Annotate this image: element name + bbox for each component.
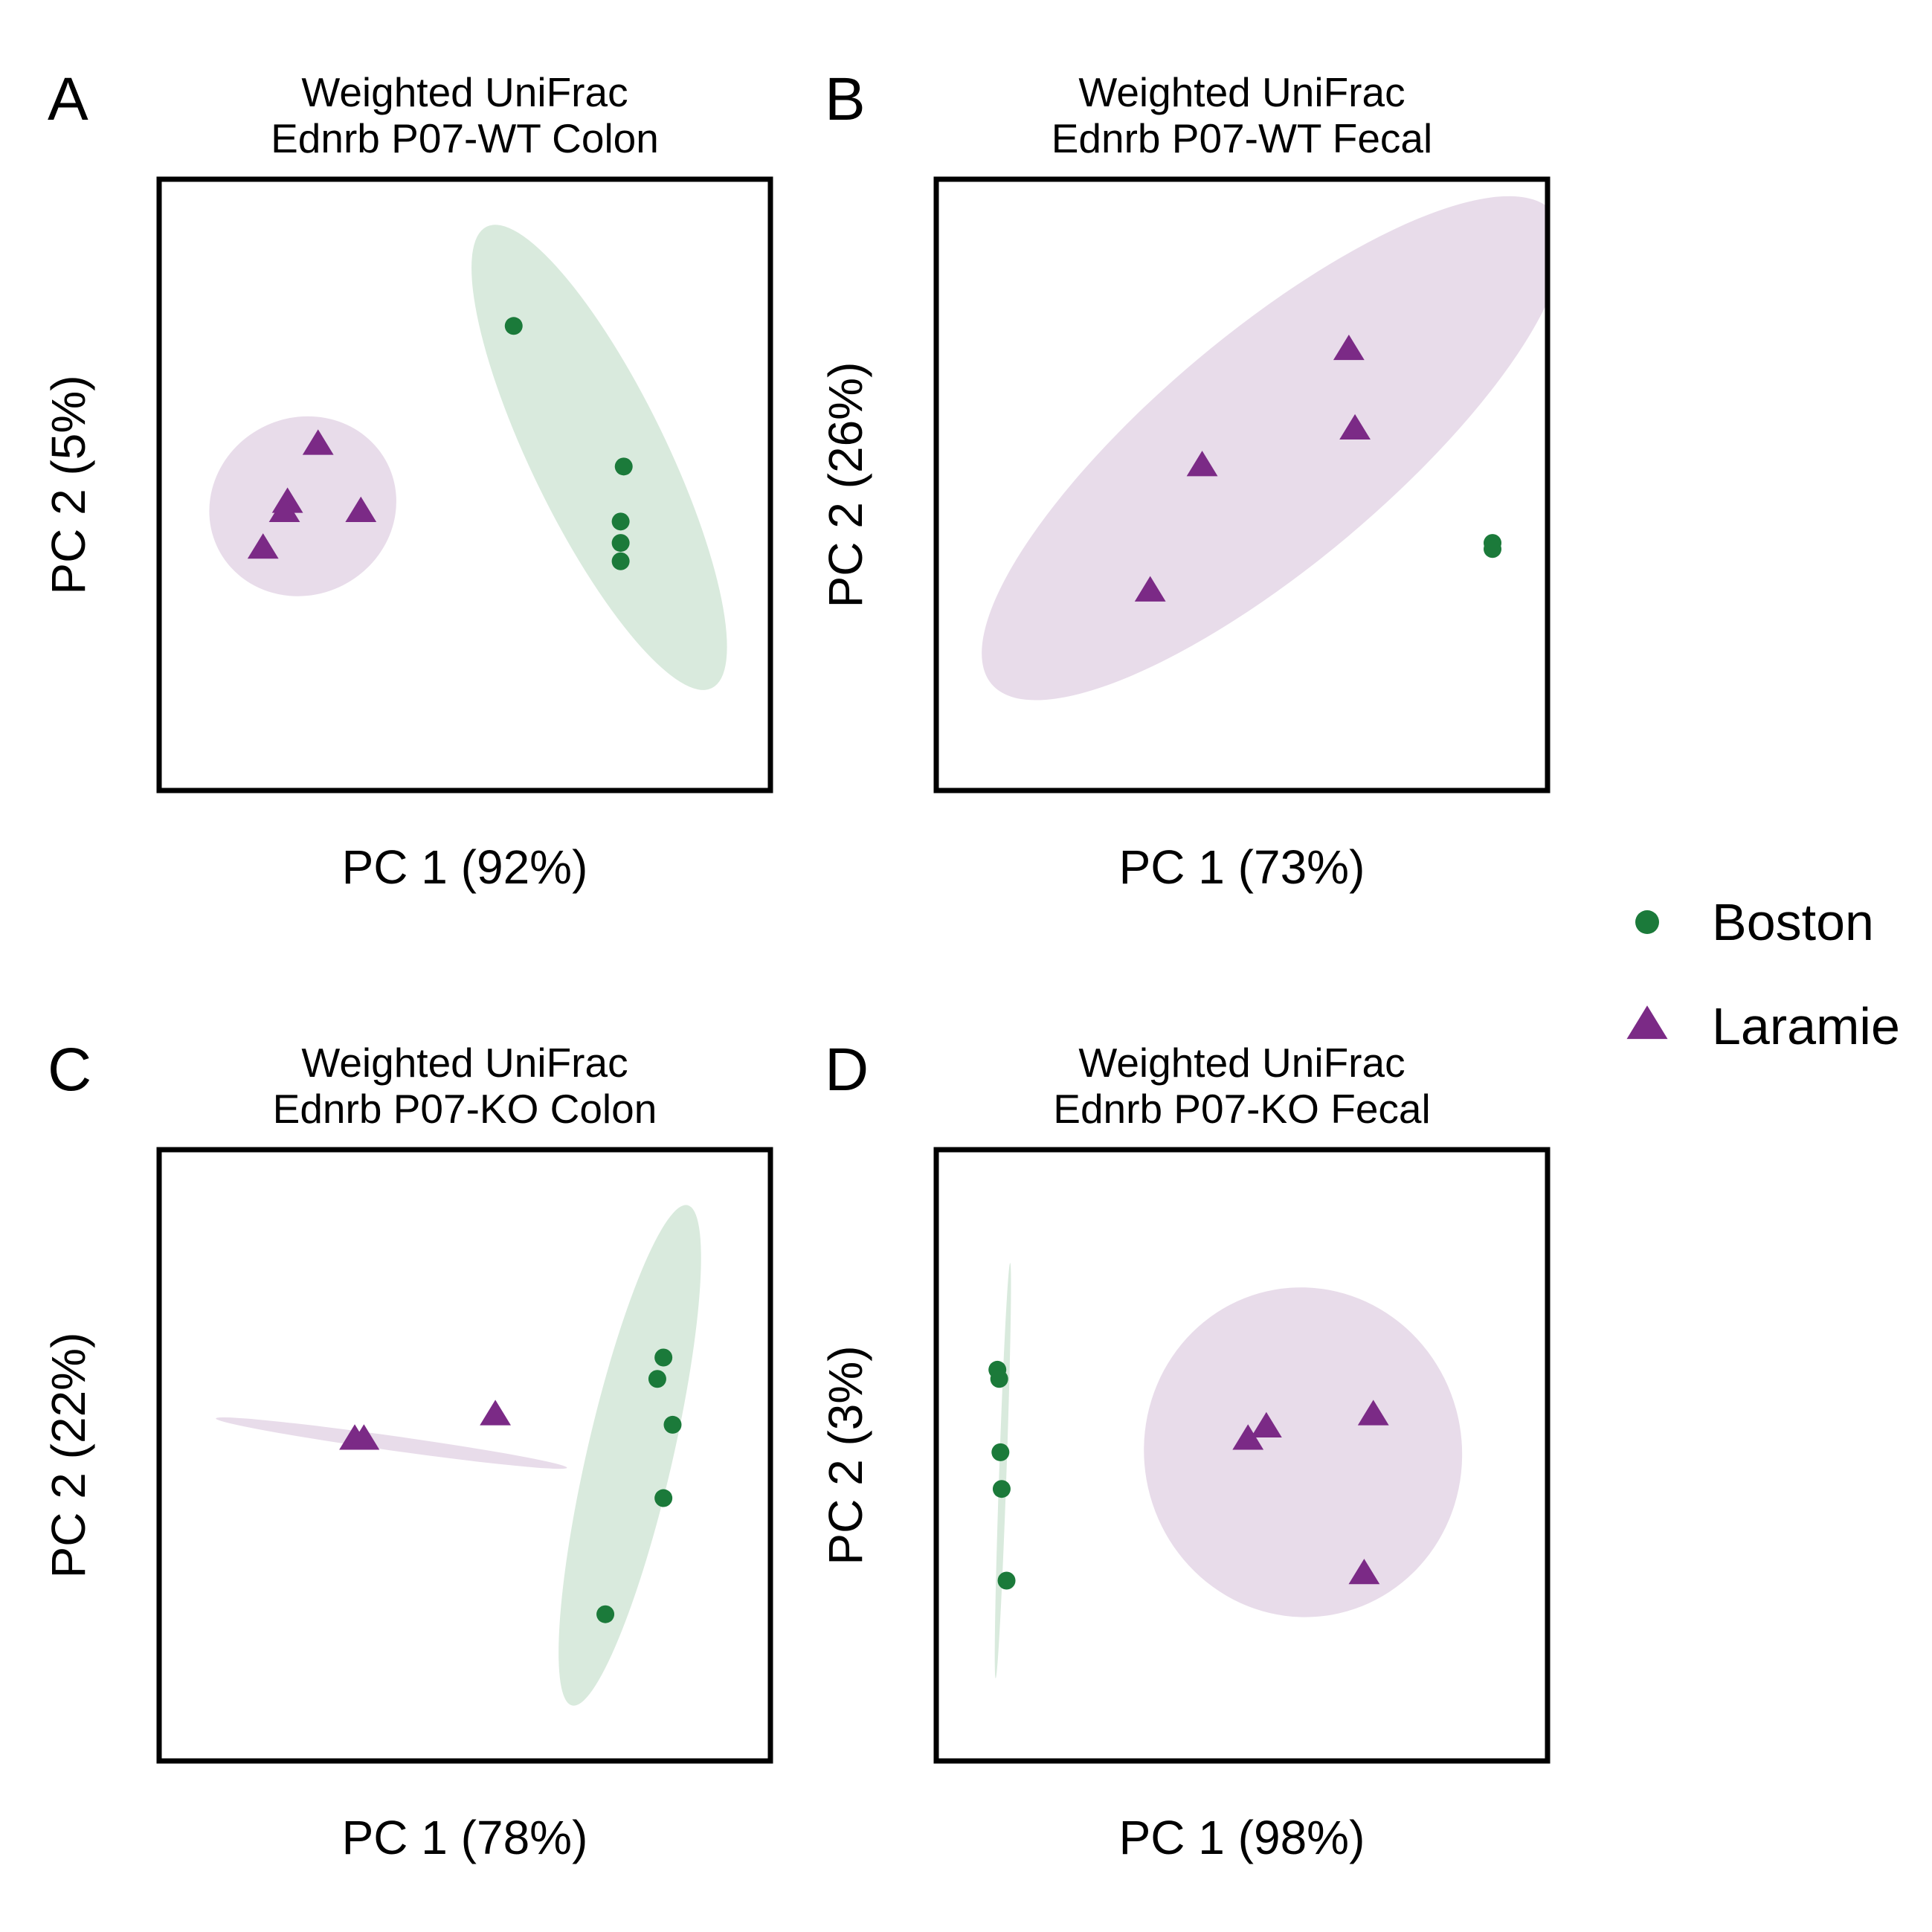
- point-laramie: [1339, 413, 1371, 440]
- point-boston: [663, 1415, 682, 1434]
- ellipse-layer: [982, 196, 1548, 701]
- point-laramie: [302, 429, 334, 455]
- point-boston: [992, 1480, 1011, 1498]
- panel-letter: D: [825, 1036, 869, 1104]
- x-axis-label: PC 1 (92%): [342, 840, 588, 894]
- chart-title-line: Weighted UniFrac: [301, 69, 628, 115]
- point-laramie: [1348, 1559, 1380, 1585]
- confidence-ellipse-laramie: [209, 416, 396, 596]
- y-axis-label: PC 2 (5%): [42, 375, 95, 594]
- x-axis-label: PC 1 (98%): [1119, 1811, 1365, 1864]
- legend-item-boston: Boston: [1635, 893, 1874, 951]
- confidence-ellipse-laramie: [216, 1417, 567, 1469]
- point-boston: [614, 457, 633, 476]
- chart-title-line: Ednrb P07-KO Fecal: [1053, 1086, 1430, 1132]
- point-laramie: [1250, 1411, 1282, 1438]
- point-boston: [611, 552, 630, 570]
- chart-title-line: Weighted UniFrac: [1078, 69, 1405, 115]
- point-laramie: [268, 496, 300, 522]
- point-boston: [997, 1571, 1016, 1590]
- plot-frame: [156, 176, 773, 793]
- point-boston: [611, 534, 630, 553]
- chart-title-line: Ednrb P07-WT Fecal: [1052, 115, 1433, 161]
- chart-title-line: Ednrb P07-KO Colon: [273, 1086, 657, 1132]
- point-laramie: [1357, 1400, 1389, 1426]
- plot-frame: [933, 1147, 1551, 1764]
- panel-letter: B: [825, 65, 866, 133]
- point-laramie: [1232, 1424, 1264, 1450]
- y-axis-label: PC 2 (22%): [42, 1333, 95, 1579]
- legend-marker-triangle: [1626, 1005, 1668, 1040]
- legend-marker-circle: [1635, 910, 1659, 934]
- confidence-ellipse-boston: [558, 1205, 701, 1706]
- y-axis-label: PC 2 (3%): [819, 1345, 872, 1565]
- point-laramie: [1186, 451, 1218, 477]
- point-boston: [654, 1489, 673, 1507]
- ellipse-layer: [209, 225, 727, 690]
- confidence-ellipse-laramie: [1144, 1287, 1463, 1617]
- panel-letter: C: [48, 1036, 91, 1104]
- ellipse-layer: [994, 1263, 1463, 1678]
- point-boston: [991, 1443, 1010, 1461]
- legend-item-laramie: Laramie: [1626, 997, 1900, 1055]
- x-axis-label: PC 1 (78%): [342, 1811, 588, 1864]
- confidence-ellipse-laramie: [982, 196, 1548, 701]
- point-laramie: [348, 1424, 380, 1450]
- confidence-ellipse-boston: [994, 1263, 1011, 1678]
- confidence-ellipse-boston: [471, 225, 727, 690]
- y-axis-label: PC 2 (26%): [819, 362, 872, 608]
- chart-title-line: Ednrb P07-WT Colon: [271, 115, 659, 161]
- legend-label: Boston: [1712, 893, 1874, 951]
- legend-label: Laramie: [1712, 997, 1900, 1055]
- point-boston: [990, 1370, 1008, 1388]
- legend: Boston Laramie: [1626, 893, 1900, 1055]
- chart-title-line: Weighted UniFrac: [1078, 1040, 1405, 1086]
- panel-letter: A: [48, 65, 88, 133]
- plot-frame: [933, 176, 1551, 793]
- x-axis-label: PC 1 (73%): [1119, 840, 1365, 894]
- point-boston: [648, 1370, 666, 1388]
- plot-frame: [156, 1147, 773, 1764]
- point-laramie: [345, 496, 377, 522]
- point-laramie: [247, 533, 279, 559]
- point-laramie: [1134, 576, 1166, 602]
- point-boston: [1484, 540, 1502, 558]
- chart-title-line: Weighted UniFrac: [301, 1040, 628, 1086]
- ellipse-layer: [216, 1205, 701, 1706]
- point-laramie: [1333, 334, 1365, 361]
- point-laramie: [480, 1400, 511, 1426]
- point-boston: [654, 1348, 673, 1367]
- point-boston: [596, 1605, 615, 1623]
- point-boston: [611, 512, 630, 531]
- point-boston: [504, 317, 523, 335]
